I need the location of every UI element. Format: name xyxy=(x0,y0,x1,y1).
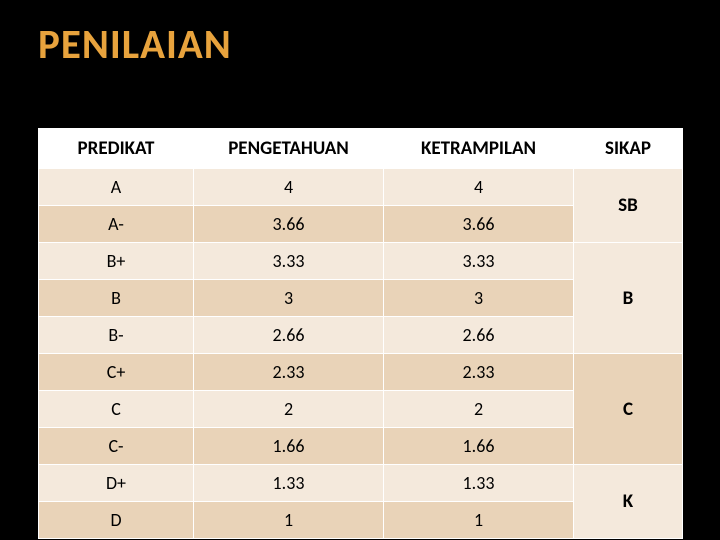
col-header-pengetahuan: PENGETAHUAN xyxy=(194,129,384,169)
cell-pengetahuan: 3 xyxy=(194,280,384,317)
grading-table: PREDIKAT PENGETAHUAN KETRAMPILAN SIKAP A… xyxy=(38,128,683,539)
cell-predikat: C+ xyxy=(39,354,194,391)
cell-ketrampilan: 3 xyxy=(384,280,574,317)
cell-predikat: C- xyxy=(39,428,194,465)
slide-title: PENILAIAN xyxy=(0,0,720,70)
cell-ketrampilan: 2.33 xyxy=(384,354,574,391)
cell-pengetahuan: 2.66 xyxy=(194,317,384,354)
table-row: A44SB xyxy=(39,169,683,206)
cell-predikat: B xyxy=(39,280,194,317)
cell-pengetahuan: 2 xyxy=(194,391,384,428)
cell-predikat: B+ xyxy=(39,243,194,280)
cell-ketrampilan: 4 xyxy=(384,169,574,206)
cell-pengetahuan: 1.66 xyxy=(194,428,384,465)
cell-pengetahuan: 3.66 xyxy=(194,206,384,243)
cell-predikat: D+ xyxy=(39,465,194,502)
cell-ketrampilan: 2.66 xyxy=(384,317,574,354)
table-header-row: PREDIKAT PENGETAHUAN KETRAMPILAN SIKAP xyxy=(39,129,683,169)
cell-sikap: K xyxy=(574,465,683,539)
table-row: C+2.332.33C xyxy=(39,354,683,391)
col-header-sikap: SIKAP xyxy=(574,129,683,169)
cell-predikat: C xyxy=(39,391,194,428)
cell-pengetahuan: 4 xyxy=(194,169,384,206)
cell-sikap: C xyxy=(574,354,683,465)
cell-ketrampilan: 1.66 xyxy=(384,428,574,465)
table-row: D+1.331.33K xyxy=(39,465,683,502)
cell-ketrampilan: 1 xyxy=(384,502,574,539)
cell-ketrampilan: 3.33 xyxy=(384,243,574,280)
col-header-ketrampilan: KETRAMPILAN xyxy=(384,129,574,169)
cell-predikat: A xyxy=(39,169,194,206)
cell-predikat: D xyxy=(39,502,194,539)
cell-pengetahuan: 1 xyxy=(194,502,384,539)
cell-ketrampilan: 1.33 xyxy=(384,465,574,502)
cell-sikap: SB xyxy=(574,169,683,243)
cell-sikap: B xyxy=(574,243,683,354)
cell-predikat: B- xyxy=(39,317,194,354)
col-header-predikat: PREDIKAT xyxy=(39,129,194,169)
cell-pengetahuan: 2.33 xyxy=(194,354,384,391)
grading-table-container: PREDIKAT PENGETAHUAN KETRAMPILAN SIKAP A… xyxy=(38,128,682,539)
cell-pengetahuan: 3.33 xyxy=(194,243,384,280)
cell-ketrampilan: 3.66 xyxy=(384,206,574,243)
cell-predikat: A- xyxy=(39,206,194,243)
cell-pengetahuan: 1.33 xyxy=(194,465,384,502)
cell-ketrampilan: 2 xyxy=(384,391,574,428)
table-row: B+3.333.33B xyxy=(39,243,683,280)
